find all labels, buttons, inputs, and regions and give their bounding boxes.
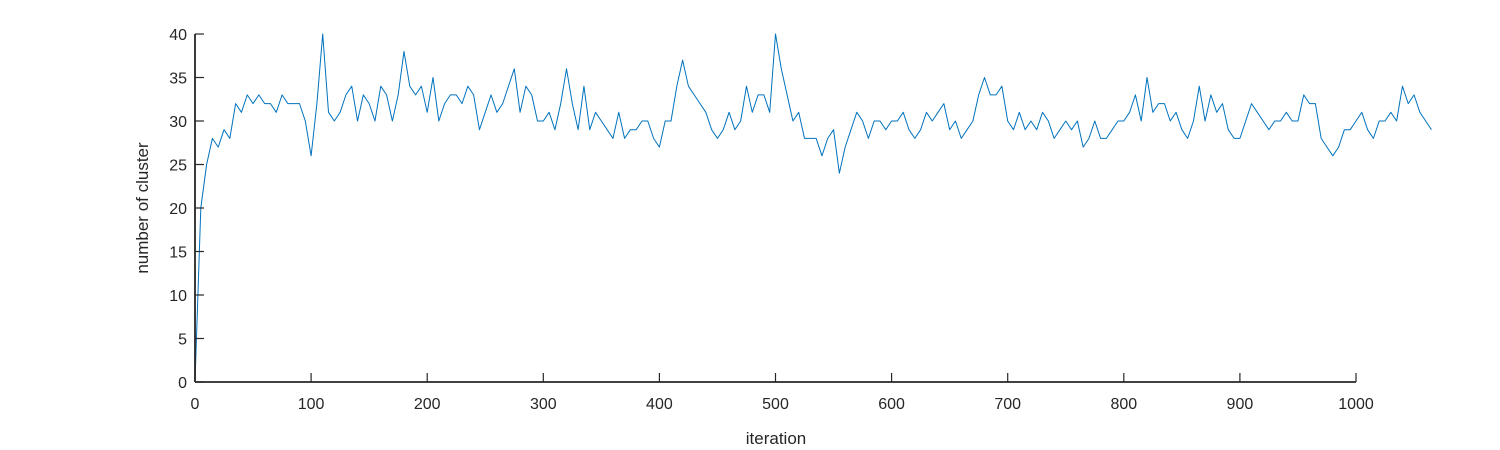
x-tick-label: 100 bbox=[298, 396, 325, 413]
y-tick-label: 20 bbox=[169, 201, 187, 218]
x-axis-label: iteration bbox=[746, 429, 806, 448]
y-tick-label: 40 bbox=[169, 27, 187, 44]
x-tick-label: 400 bbox=[646, 396, 673, 413]
y-tick-label: 30 bbox=[169, 114, 187, 131]
x-tick-label: 200 bbox=[414, 396, 441, 413]
series-line bbox=[194, 33, 1432, 383]
y-tick-label: 0 bbox=[178, 375, 187, 392]
y-tick-label: 10 bbox=[169, 288, 187, 305]
y-tick-label: 15 bbox=[169, 245, 187, 262]
x-axis-ticks: 0 100 200 300 400 500 600 700 800 900 1000 bbox=[191, 373, 1374, 413]
plot-area bbox=[194, 33, 1432, 383]
x-tick-label: 1000 bbox=[1338, 396, 1374, 413]
y-tick-label: 5 bbox=[178, 332, 187, 349]
x-tick-label: 900 bbox=[1227, 396, 1254, 413]
x-tick-label: 500 bbox=[762, 396, 789, 413]
y-axis-ticks: 0 5 10 15 20 25 30 35 40 bbox=[169, 27, 204, 392]
x-tick-label: 700 bbox=[994, 396, 1021, 413]
y-tick-label: 25 bbox=[169, 158, 187, 175]
x-tick-label: 800 bbox=[1110, 396, 1137, 413]
y-tick-label: 35 bbox=[169, 71, 187, 88]
y-axis-label: number of cluster bbox=[133, 142, 152, 274]
x-tick-label: 0 bbox=[191, 396, 200, 413]
x-tick-label: 600 bbox=[878, 396, 905, 413]
x-tick-label: 300 bbox=[530, 396, 557, 413]
